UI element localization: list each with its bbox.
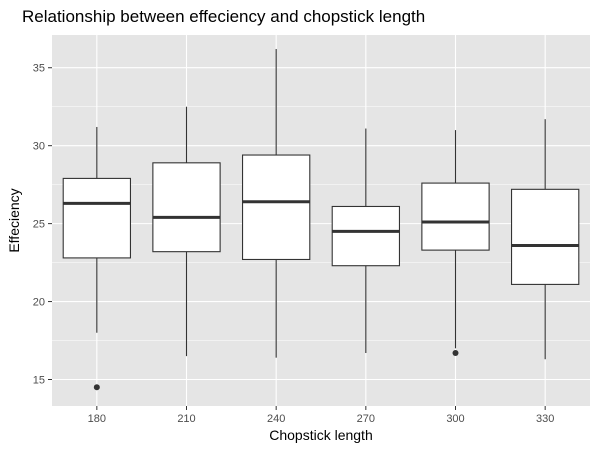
boxplot-210 xyxy=(152,106,221,357)
boxplot-180 xyxy=(62,126,132,391)
outlier-point xyxy=(93,384,100,391)
boxplot-240 xyxy=(241,49,311,358)
x-tick-label: 300 xyxy=(446,413,464,425)
x-tick-label: 180 xyxy=(88,413,106,425)
y-tick-label: 15 xyxy=(33,375,45,387)
x-tick-label: 270 xyxy=(357,413,375,425)
y-tick-label: 25 xyxy=(33,219,45,231)
y-tick-label: 20 xyxy=(33,297,45,309)
y-axis-ticks: 15 20 25 30 35 xyxy=(33,63,52,387)
box xyxy=(241,154,311,261)
box xyxy=(510,188,580,285)
x-tick-label: 210 xyxy=(177,413,195,425)
plot-panel xyxy=(52,35,590,406)
box xyxy=(421,182,490,251)
x-tick-label: 240 xyxy=(267,413,285,425)
boxplots xyxy=(62,49,580,391)
box xyxy=(331,205,401,267)
box xyxy=(152,162,221,253)
outlier-point xyxy=(452,350,459,356)
boxplot-330 xyxy=(510,119,580,360)
grid-minor xyxy=(52,106,590,341)
box xyxy=(62,177,132,259)
x-tick-label: 330 xyxy=(536,413,554,425)
boxplot-300 xyxy=(421,130,490,356)
y-tick-label: 35 xyxy=(33,63,45,75)
y-tick-label: 30 xyxy=(33,141,45,153)
chart-title: Relationship between effeciency and chop… xyxy=(22,7,425,26)
y-axis-label: Effeciency xyxy=(6,188,22,252)
x-axis-label: Chopstick length xyxy=(269,427,373,443)
boxplot-270 xyxy=(331,128,401,353)
x-axis-ticks: 180 210 240 270 300 330 xyxy=(88,406,554,425)
